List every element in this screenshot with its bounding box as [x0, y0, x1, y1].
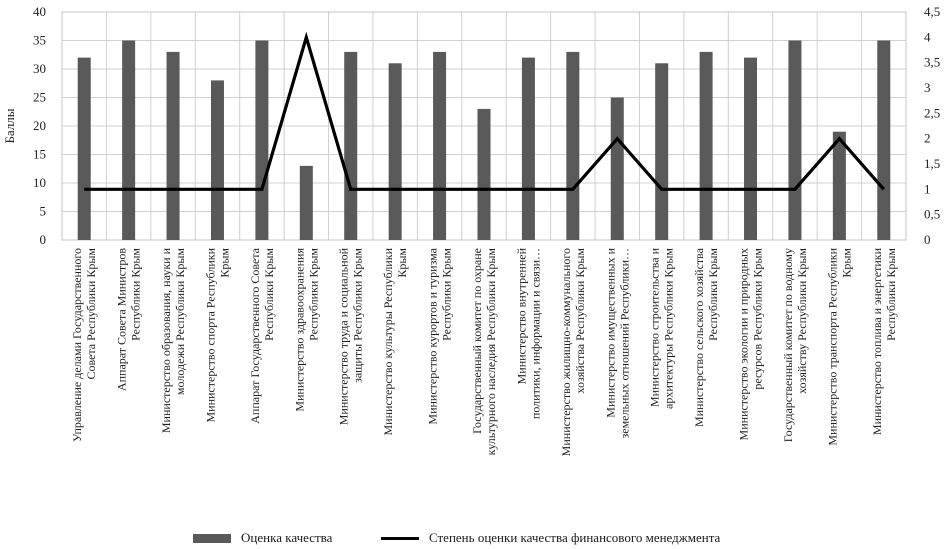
bar[interactable] [433, 51, 447, 241]
y-axis-title: Баллы [2, 108, 17, 143]
right-axis-ticks: 0 0,5 1 1,5 2 2,5 3 3,5 4 4,5 [924, 4, 940, 247]
bar[interactable] [344, 51, 358, 241]
y-tick-label: 35 [33, 33, 46, 48]
category-label: Министерство внутреннейполитики, информа… [514, 247, 542, 419]
line-series [84, 31, 886, 191]
category-label: Министерство имущественных иземельных от… [603, 247, 631, 438]
category-label: Министерство труда и социальнойзащиты Ре… [337, 247, 365, 425]
legend-line-swatch [381, 536, 419, 540]
category-label: Министерство жилищно-коммунальногохозяйс… [559, 248, 587, 457]
bar[interactable] [832, 131, 846, 240]
legend-label-line: Степень оценки качества финансового мене… [429, 530, 721, 545]
category-label: Министерство курортов и туризмаРеспублик… [426, 247, 454, 424]
legend-label-bars: Оценка качества [241, 530, 333, 545]
y2-tick-label: 3 [924, 80, 931, 95]
category-label: Министерство топлива и энергетикиРеспубл… [870, 247, 898, 435]
y-tick-label: 40 [33, 4, 46, 19]
category-label: Государственный комитет по водномухозяйс… [781, 248, 809, 443]
legend-bar-swatch [193, 533, 231, 543]
legend: Оценка качества Степень оценки качества … [0, 528, 946, 548]
y-tick-label: 20 [33, 118, 46, 133]
y-tick-label: 10 [33, 175, 46, 190]
category-label: Управление делами ГосударственногоСовета… [70, 248, 98, 442]
left-axis-ticks: 0 5 10 15 20 25 30 35 40 [33, 4, 46, 247]
bar[interactable] [788, 40, 802, 241]
line-path[interactable] [84, 31, 886, 191]
bar[interactable] [77, 57, 91, 240]
y2-tick-label: 4,5 [924, 4, 940, 19]
category-label: Министерство здравоохраненияРеспублики К… [292, 248, 320, 412]
category-label: Министерство образования, науки имолодеж… [159, 247, 187, 433]
bar[interactable] [566, 51, 580, 241]
legend-item-line[interactable]: Степень оценки качества финансового мене… [381, 528, 720, 548]
category-label: Министерство строительства иархитектуры … [648, 247, 676, 409]
legend-item-bars[interactable]: Оценка качества [193, 528, 332, 548]
bar[interactable] [122, 40, 136, 241]
bar-series [77, 40, 891, 241]
category-labels: Управление делами ГосударственногоСовета… [70, 247, 898, 456]
y-tick-label: 30 [33, 61, 46, 76]
bar[interactable] [210, 80, 224, 241]
bar[interactable] [610, 97, 624, 241]
y2-tick-label: 1 [924, 181, 931, 196]
y2-tick-label: 3,5 [924, 55, 940, 70]
category-label: Министерство экологии и природныхресурсо… [737, 248, 765, 441]
category-label: Государственный комитет по охранекультур… [470, 248, 498, 456]
y-tick-label: 25 [33, 90, 46, 105]
bar[interactable] [655, 63, 669, 240]
category-label: Министерство сельского хозяйстваРеспубли… [692, 247, 720, 427]
bar[interactable] [388, 63, 402, 240]
bar[interactable] [166, 51, 180, 241]
y2-tick-label: 0,5 [924, 207, 940, 222]
category-label: Аппарат Государственного СоветаРеспублик… [248, 247, 276, 423]
y2-tick-label: 4 [924, 29, 931, 44]
y-tick-label: 15 [33, 147, 46, 162]
y-tick-label: 5 [40, 204, 47, 219]
y2-tick-label: 2 [924, 131, 931, 146]
category-label: Министерство транспорта РеспубликиКрым [825, 247, 853, 445]
bar[interactable] [299, 165, 313, 240]
bar[interactable] [744, 57, 758, 240]
bar[interactable] [877, 40, 891, 241]
category-label: Министерство культуры РеспубликиКрым [381, 247, 409, 435]
y2-tick-label: 0 [924, 232, 931, 247]
bar[interactable] [477, 108, 491, 241]
bar[interactable] [521, 57, 535, 240]
y2-tick-label: 1,5 [924, 156, 940, 171]
y-tick-label: 0 [40, 232, 47, 247]
bar[interactable] [255, 40, 269, 241]
bar[interactable] [699, 51, 713, 241]
category-label: Аппарат Совета МинистровРеспублики Крым [115, 248, 143, 391]
category-label: Министерство спорта РеспубликиКрым [204, 247, 232, 422]
y2-tick-label: 2,5 [924, 105, 940, 120]
